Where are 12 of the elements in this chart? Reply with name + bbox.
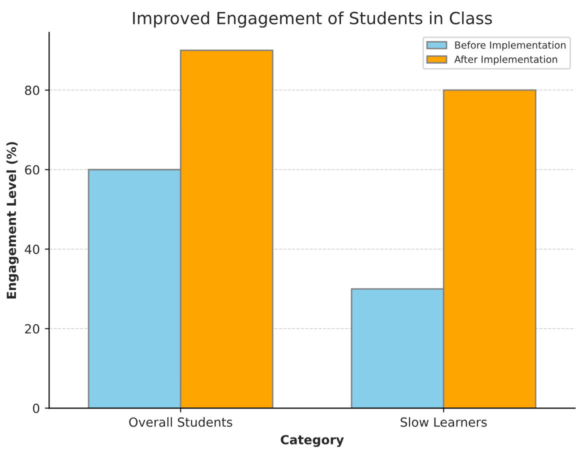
x-axis-title: Category [280, 434, 344, 447]
y-tick-label: 20 [25, 324, 40, 334]
x-tick-label: Slow Learners [400, 417, 487, 427]
y-tick-label: 80 [25, 86, 40, 96]
y-tick-label: 60 [25, 165, 40, 175]
y-tick-label: 0 [32, 404, 40, 414]
chart-title: Improved Engagement of Students in Class [133, 11, 492, 28]
x-tick-label: Overall Students [129, 417, 232, 427]
y-tick-label: 40 [24, 244, 40, 254]
y-axis-title: Engagement Level (%) [6, 142, 19, 298]
legend-label: Before Implementation [455, 41, 566, 51]
legend-label: After Implementation [454, 55, 558, 65]
